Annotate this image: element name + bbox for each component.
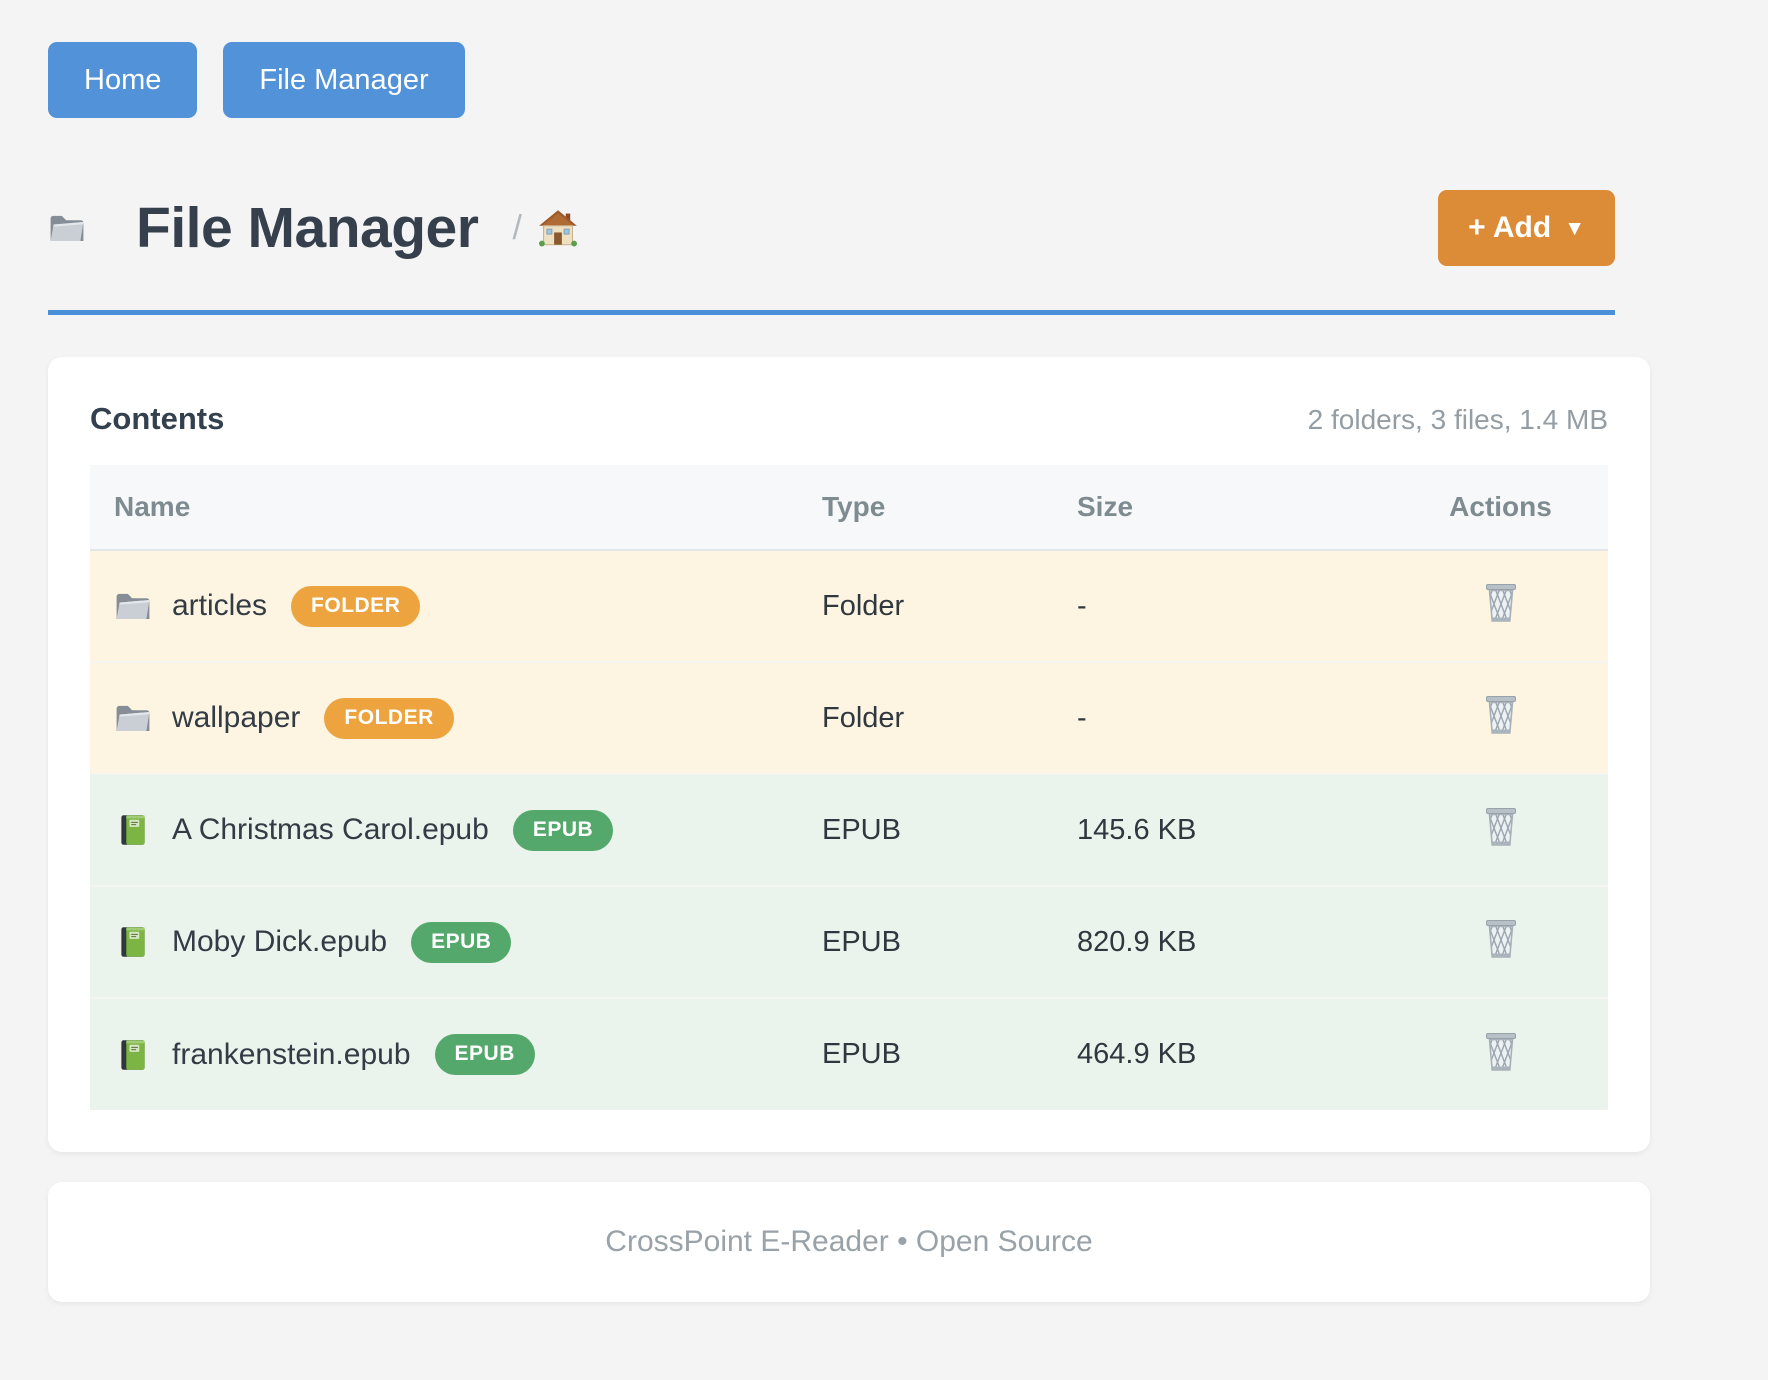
table-row[interactable]: A Christmas Carol.epub EPUB EPUB 145.6 K… xyxy=(90,774,1608,886)
breadcrumb-separator: / xyxy=(512,208,522,247)
type-cell: Folder xyxy=(822,589,905,622)
trash-icon[interactable] xyxy=(1482,1030,1520,1072)
nav-button-file-manager[interactable]: File Manager xyxy=(223,42,465,118)
caret-down-icon: ▼ xyxy=(1564,216,1585,240)
house-icon[interactable] xyxy=(538,209,578,247)
file-name: A Christmas Carol.epub xyxy=(172,813,489,846)
book-icon xyxy=(114,925,152,959)
type-badge: EPUB xyxy=(411,921,512,963)
table-row[interactable]: Moby Dick.epub EPUB EPUB 820.9 KB xyxy=(90,886,1608,998)
type-cell: EPUB xyxy=(822,1038,901,1070)
file-name: articles xyxy=(172,589,268,622)
file-name-cell[interactable]: articles FOLDER xyxy=(90,550,798,662)
file-name-cell[interactable]: wallpaper FOLDER xyxy=(90,662,798,774)
type-badge: FOLDER xyxy=(291,585,421,627)
title-row: File Manager / + Add ▼ xyxy=(48,190,1615,266)
page-title: File Manager xyxy=(136,196,479,260)
size-cell: 145.6 KB xyxy=(1077,813,1197,846)
file-name-cell[interactable]: A Christmas Carol.epub EPUB xyxy=(90,774,798,886)
actions-cell xyxy=(1393,774,1608,886)
actions-cell xyxy=(1393,886,1608,998)
trash-icon[interactable] xyxy=(1482,805,1520,847)
card-header: Contents 2 folders, 3 files, 1.4 MB xyxy=(90,401,1608,437)
table-row[interactable]: articles FOLDER Folder - xyxy=(90,550,1608,662)
type-cell: Folder xyxy=(822,701,905,734)
table-row[interactable]: frankenstein.epub EPUB EPUB 464.9 KB xyxy=(90,998,1608,1110)
size-cell: - xyxy=(1077,589,1087,622)
size-cell: 820.9 KB xyxy=(1077,925,1197,958)
column-header-actions: Actions xyxy=(1393,465,1608,550)
column-header-size: Size xyxy=(1053,465,1393,550)
contents-summary: 2 folders, 3 files, 1.4 MB xyxy=(1307,404,1608,435)
file-name-cell[interactable]: frankenstein.epub EPUB xyxy=(90,998,798,1110)
footer-text: CrossPoint E-Reader • Open Source xyxy=(605,1225,1093,1258)
trash-icon[interactable] xyxy=(1482,581,1520,623)
actions-cell xyxy=(1393,550,1608,662)
file-name: Moby Dick.epub xyxy=(172,925,388,958)
breadcrumb: / xyxy=(512,209,577,248)
column-header-type: Type xyxy=(798,465,1053,550)
trash-icon[interactable] xyxy=(1482,917,1520,959)
top-nav: Home File Manager xyxy=(48,0,1650,118)
type-badge: EPUB xyxy=(512,809,614,851)
trash-icon[interactable] xyxy=(1482,693,1520,735)
contents-card: Contents 2 folders, 3 files, 1.4 MB Name… xyxy=(48,357,1650,1152)
folder-icon xyxy=(114,589,152,623)
folder-icon xyxy=(48,211,114,245)
type-badge: FOLDER xyxy=(324,697,454,739)
header-divider xyxy=(48,310,1615,315)
file-name: wallpaper xyxy=(172,701,301,734)
column-header-name: Name xyxy=(90,465,798,550)
table-header-row: Name Type Size Actions xyxy=(90,465,1608,550)
actions-cell xyxy=(1393,998,1608,1110)
type-cell: EPUB xyxy=(822,925,901,958)
nav-button-home[interactable]: Home xyxy=(48,42,198,118)
size-cell: 464.9 KB xyxy=(1077,1038,1197,1070)
type-badge: EPUB xyxy=(434,1034,535,1075)
footer-card: CrossPoint E-Reader • Open Source xyxy=(48,1182,1650,1302)
add-button-label: + Add xyxy=(1468,211,1552,244)
file-name-cell[interactable]: Moby Dick.epub EPUB xyxy=(90,886,798,998)
book-icon xyxy=(114,813,152,847)
file-name: frankenstein.epub xyxy=(172,1037,411,1071)
table-row[interactable]: wallpaper FOLDER Folder - xyxy=(90,662,1608,774)
table-body: articles FOLDER Folder - xyxy=(90,550,1608,1110)
contents-heading: Contents xyxy=(90,401,225,436)
add-button[interactable]: + Add ▼ xyxy=(1438,190,1615,266)
actions-cell xyxy=(1393,662,1608,774)
page: Home File Manager File Manager / xyxy=(48,0,1650,1302)
file-table: Name Type Size Actions articles FOLDER F… xyxy=(90,465,1608,1110)
folder-icon xyxy=(114,701,152,735)
book-icon xyxy=(114,1038,152,1072)
size-cell: - xyxy=(1077,701,1087,734)
type-cell: EPUB xyxy=(822,813,901,846)
